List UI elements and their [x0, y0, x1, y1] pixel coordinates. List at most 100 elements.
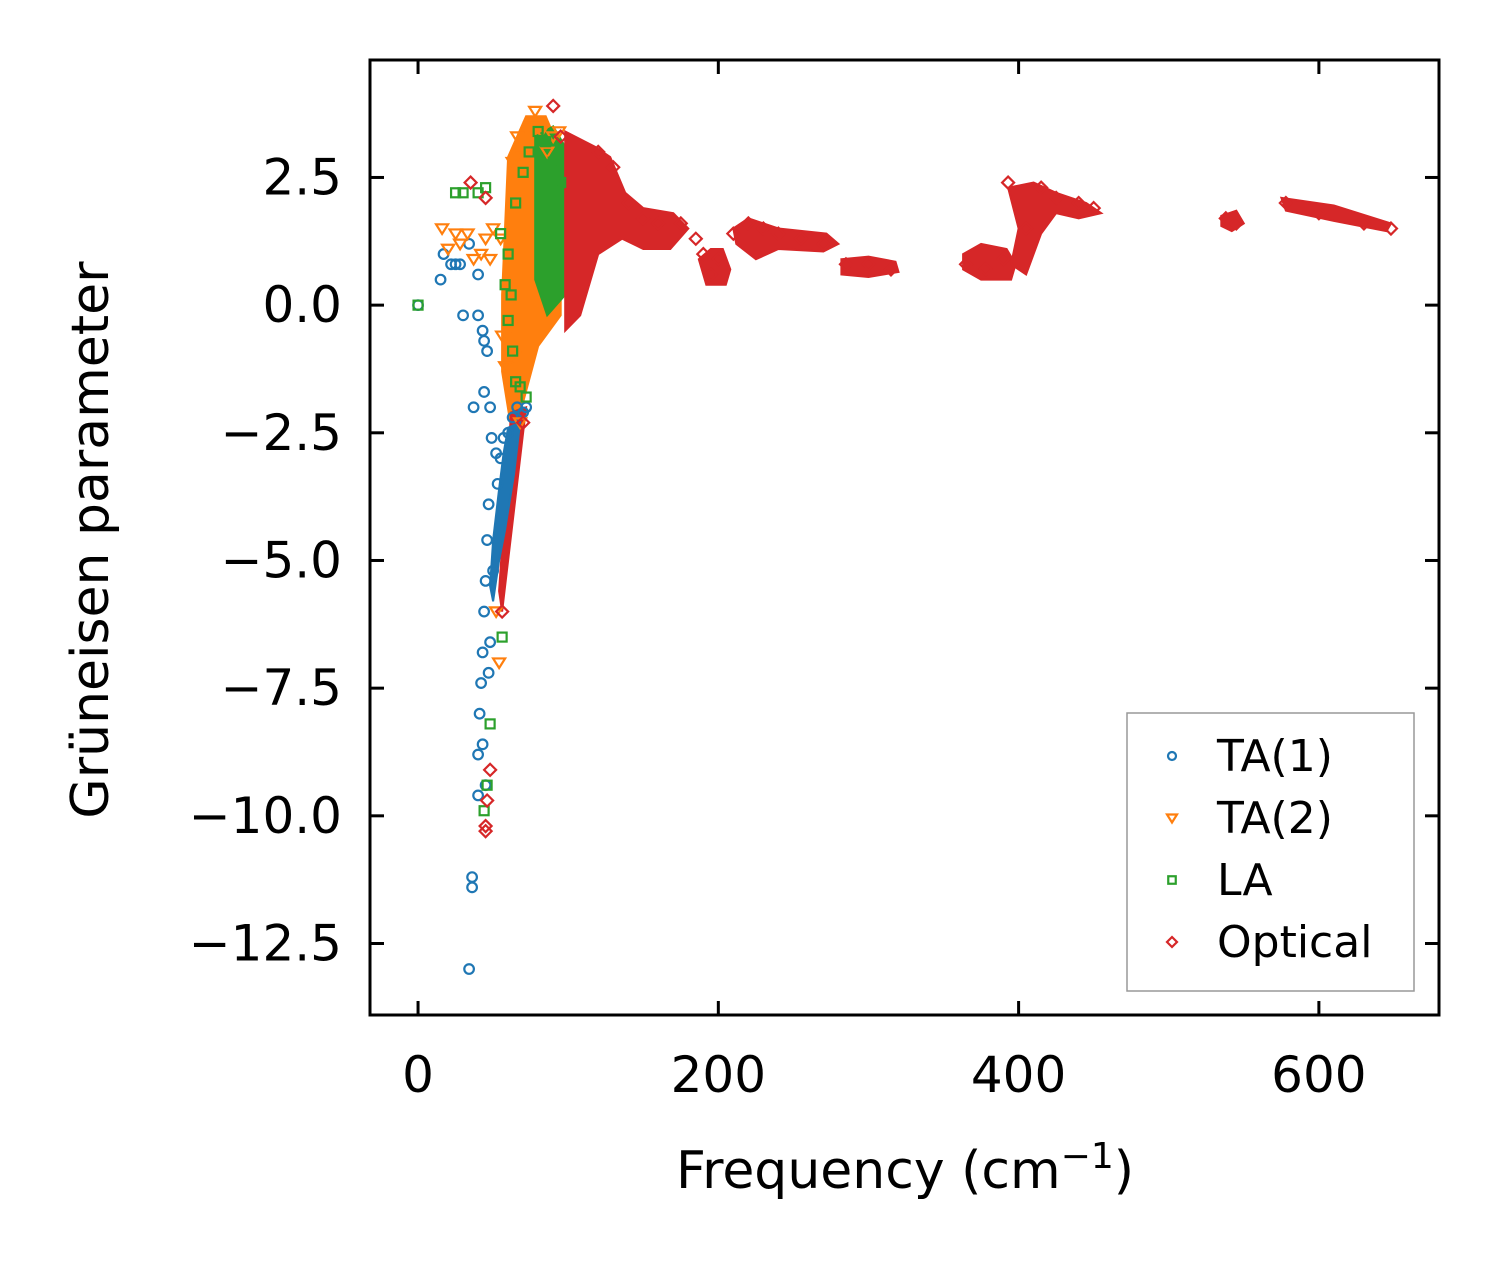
- la-point: [502, 248, 514, 260]
- y-tick-label: −7.5: [221, 659, 342, 717]
- ta2-point: [503, 320, 520, 334]
- optical-point: [478, 190, 494, 206]
- ta1-point: [491, 477, 504, 490]
- ta1-point: [476, 324, 489, 337]
- optical-point: [688, 231, 704, 247]
- optical-band-410: [1006, 181, 1104, 277]
- optical-band-190: [697, 248, 732, 286]
- ta1-point: [449, 258, 462, 271]
- optical-point: [1228, 215, 1244, 231]
- ta1-point: [481, 345, 494, 357]
- optical-point: [1383, 220, 1399, 237]
- ta2-point: [515, 151, 532, 165]
- ta2-point: [434, 223, 451, 237]
- y-tick-label: −10.0: [189, 787, 342, 845]
- ta1-point: [479, 575, 492, 587]
- optical-band-main: [564, 129, 690, 334]
- la-point: [520, 391, 532, 403]
- x-tick-label: 400: [971, 1046, 1066, 1104]
- la-point: [499, 279, 511, 291]
- ta1-point: [434, 273, 447, 286]
- ta1-point: [487, 564, 500, 577]
- ta1-point: [472, 789, 485, 802]
- optical-point: [673, 215, 689, 231]
- legend-marker-ta1: [1166, 750, 1178, 762]
- ta1-point: [473, 707, 486, 720]
- optical-point: [590, 144, 606, 160]
- optical-point: [605, 159, 621, 175]
- ta1-point: [481, 534, 494, 546]
- la-point: [495, 228, 507, 240]
- dense-point-bands: [489, 115, 1393, 612]
- legend-marker-la: [1167, 875, 1177, 885]
- optical-point: [860, 256, 877, 272]
- ta1-point: [485, 432, 498, 444]
- ta1-point: [478, 386, 491, 398]
- y-axis-label: Grüneisen parameter: [61, 261, 121, 819]
- ta1-point: [478, 605, 491, 618]
- optical-point: [1086, 200, 1102, 216]
- la-point: [505, 289, 517, 301]
- ta1-point: [478, 334, 491, 347]
- legend-marker-ta2: [1165, 813, 1179, 825]
- legend-marker-optical: [1165, 935, 1179, 949]
- ta1-point: [482, 666, 495, 679]
- optical-point: [1071, 195, 1087, 211]
- optical-point: [478, 818, 494, 834]
- la-point: [523, 146, 535, 158]
- ta2-point: [497, 361, 514, 374]
- ta2-point: [477, 233, 494, 247]
- optical-point: [740, 215, 756, 231]
- x-axis-label: Frequency (cm−1): [676, 1136, 1134, 1201]
- la-point: [412, 299, 424, 311]
- optical-point: [545, 98, 561, 114]
- ta1-point: [467, 401, 480, 414]
- data-markers: [412, 98, 1399, 975]
- optical-point: [958, 256, 974, 272]
- ta2-point: [492, 233, 509, 247]
- ta2-point: [447, 228, 464, 242]
- ta2-point: [504, 156, 521, 170]
- optical-point: [725, 226, 741, 242]
- optical-point: [703, 266, 719, 283]
- optical-point: [710, 251, 726, 267]
- la-point: [478, 805, 490, 817]
- optical-point: [793, 231, 809, 247]
- la-point: [517, 166, 529, 178]
- la-point: [514, 381, 526, 393]
- optical-point: [770, 226, 786, 242]
- optical-point: [1000, 175, 1016, 191]
- optical-point: [1048, 190, 1064, 206]
- ta1-point: [484, 636, 497, 649]
- ta2-point: [494, 330, 511, 344]
- ta1-point: [466, 871, 478, 884]
- ta2-point: [452, 238, 469, 252]
- legend-label-ta1: TA(1): [1216, 731, 1333, 782]
- ta2-point: [527, 105, 544, 119]
- ta2-point: [459, 228, 476, 242]
- axis-ticks: 0 200 400 600 2.5 0.0 −2.5 −5.0 −7.5 −10.0 −12.5: [189, 60, 1439, 1104]
- la-point: [484, 718, 496, 730]
- la-point: [532, 125, 544, 138]
- optical-point: [515, 415, 531, 431]
- ta1-band: [489, 421, 522, 602]
- ta1-point: [494, 452, 507, 465]
- ta2-point: [465, 253, 482, 267]
- optical-point: [635, 210, 651, 226]
- optical-point: [463, 175, 479, 191]
- ta1-point: [472, 309, 485, 322]
- legend-label-optical: Optical: [1217, 917, 1372, 968]
- legend-label-ta2: TA(2): [1216, 793, 1333, 844]
- x-tick-label: 0: [402, 1046, 434, 1104]
- ta1-point: [482, 498, 495, 511]
- la-point: [457, 187, 469, 199]
- ta1-point: [475, 677, 488, 689]
- optical-point: [1356, 215, 1372, 231]
- optical-point: [1218, 210, 1234, 226]
- optical-point: [553, 129, 569, 145]
- optical-point: [1033, 180, 1049, 196]
- ta2-point: [440, 243, 457, 257]
- ta1-point: [472, 268, 485, 281]
- la-point: [540, 136, 552, 148]
- ta1-point: [472, 748, 485, 761]
